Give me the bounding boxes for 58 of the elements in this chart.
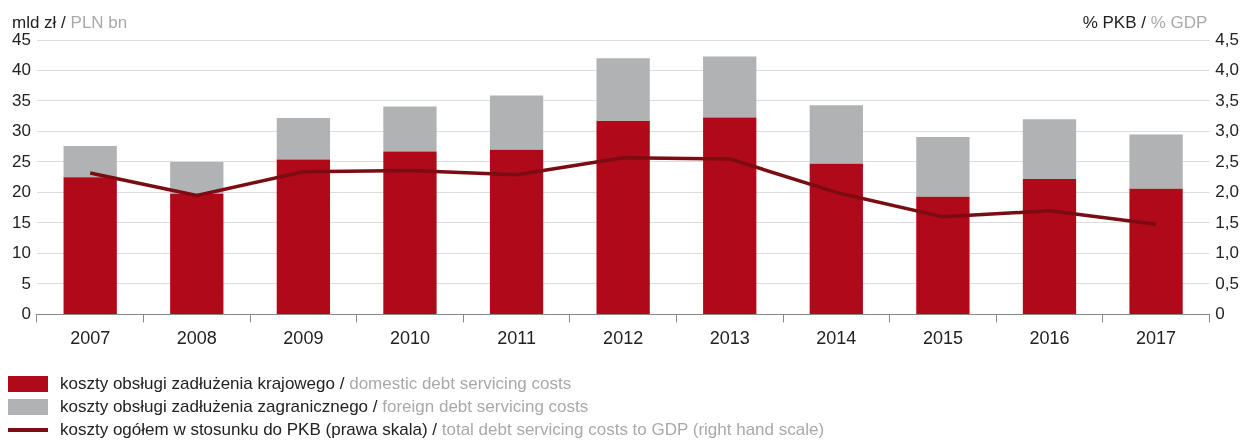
bar — [276, 118, 331, 160]
bar — [596, 121, 650, 314]
y2-tick-label: 4,5 — [1215, 29, 1240, 49]
bar — [383, 151, 437, 314]
y-tick-label: 0 — [21, 304, 31, 324]
y-tick-label: 40 — [11, 60, 31, 80]
y2-tick-label: 3,5 — [1215, 90, 1240, 110]
bar — [276, 159, 331, 314]
bar — [809, 105, 863, 164]
y2-tick-label: 3,0 — [1215, 121, 1240, 141]
legend-label: koszty ogółem w stosunku do PKB (prawa skala) / total debt servicing costs to GDP (right hand scale) — [60, 419, 825, 440]
x-tick-label: 2016 — [1029, 328, 1070, 349]
y2-tick-label: 2,5 — [1215, 151, 1240, 171]
y2-tick-label: 4,0 — [1215, 60, 1240, 80]
bar — [383, 106, 437, 152]
legend-label: koszty obsługi zadłużenia zagranicznego / foreign debt servicing costs — [60, 396, 589, 417]
bar — [809, 163, 863, 314]
x-tick-label: 2010 — [389, 328, 430, 349]
x-tick-label: 2008 — [176, 328, 217, 349]
y-tick-label: 25 — [11, 151, 31, 171]
bar — [1129, 134, 1183, 189]
y-tick-label: 20 — [11, 182, 31, 202]
legend-label: koszty obsługi zadłużenia krajowego / domestic debt servicing costs — [60, 373, 572, 394]
bar — [1022, 179, 1077, 314]
x-tick-label: 2014 — [816, 328, 857, 349]
bar — [63, 177, 117, 314]
y2-tick-label: 1,5 — [1215, 212, 1240, 232]
bar — [170, 193, 224, 314]
y-axis-title: mld zł / PLN bn — [12, 13, 128, 32]
x-tick-label: 2017 — [1136, 328, 1177, 349]
bar — [916, 196, 970, 314]
x-tick-label: 2015 — [922, 328, 963, 349]
y2-tick-label: 1,0 — [1215, 243, 1240, 263]
bar — [703, 56, 757, 118]
y2-tick-label: 2,0 — [1215, 182, 1240, 202]
x-tick-label: 2012 — [603, 328, 644, 349]
y2-tick-label: 0 — [1215, 304, 1225, 324]
bar — [596, 58, 650, 122]
x-tick-label: 2011 — [497, 328, 536, 349]
y-tick-label: 5 — [21, 273, 31, 293]
bar — [1022, 119, 1077, 180]
y2-axis-title: % PKB / % GDP — [1082, 13, 1208, 32]
bar — [489, 149, 544, 314]
y2-tick-label: 0,5 — [1215, 273, 1240, 293]
x-tick-label: 2007 — [70, 328, 111, 349]
bar — [170, 161, 224, 194]
y-tick-label: 45 — [11, 29, 31, 49]
y-tick-label: 30 — [11, 121, 31, 141]
y-tick-label: 10 — [11, 243, 31, 263]
y-tick-label: 35 — [11, 90, 31, 110]
bar — [1129, 188, 1183, 314]
x-tick-label: 2013 — [709, 328, 750, 349]
bar — [703, 117, 757, 314]
bar — [63, 146, 117, 178]
y-tick-label: 15 — [11, 212, 31, 232]
x-tick-label: 2009 — [283, 328, 324, 349]
bar — [489, 95, 544, 150]
bar — [916, 136, 970, 197]
